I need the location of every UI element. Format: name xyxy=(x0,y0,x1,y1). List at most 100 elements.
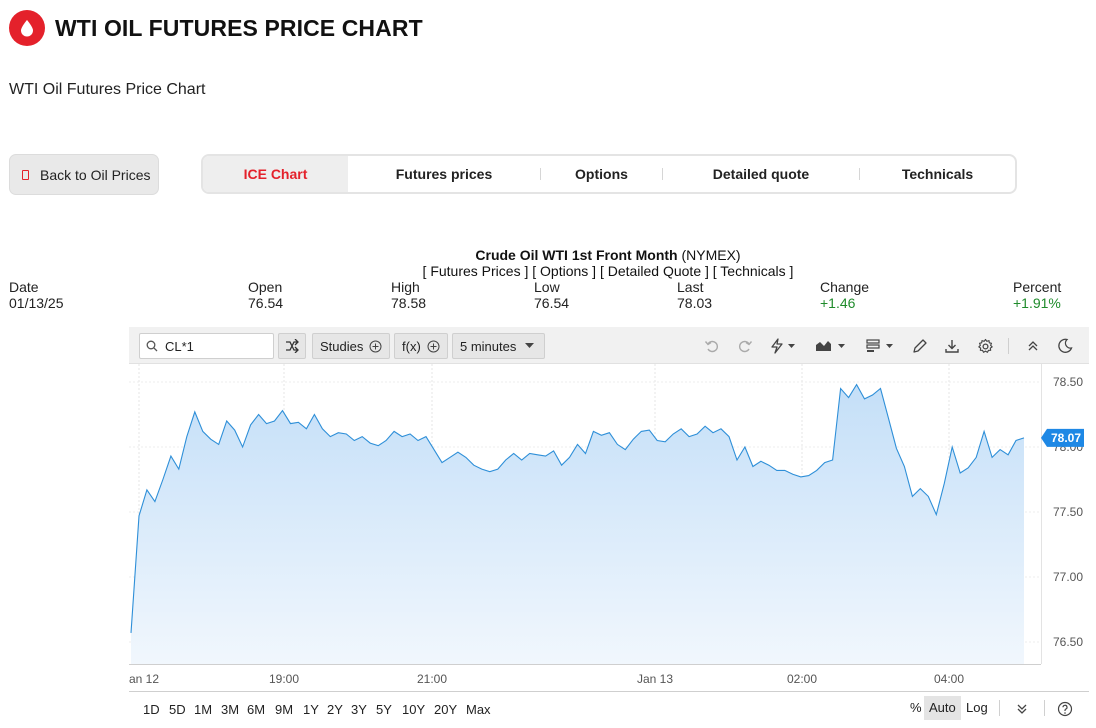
shuffle-icon xyxy=(286,339,299,353)
y-tick-label: 76.50 xyxy=(1053,635,1083,649)
range-button-3y[interactable]: 3Y xyxy=(351,702,367,717)
last-price-label: 78.07 xyxy=(1051,431,1081,445)
chart-type-icon xyxy=(816,341,845,351)
tab-bar: ICE Chart Futures prices Options Detaile… xyxy=(201,154,1017,194)
oil-drop-icon xyxy=(9,10,45,46)
expand-button[interactable] xyxy=(1012,699,1032,719)
draw-button[interactable] xyxy=(910,336,930,356)
instrument-name: Crude Oil WTI 1st Front Month xyxy=(475,247,678,263)
page-subtitle: WTI Oil Futures Price Chart xyxy=(9,81,206,98)
range-button-20y[interactable]: 20Y xyxy=(434,702,458,717)
back-button-label: Back to Oil Prices xyxy=(40,166,151,183)
tab-ice-chart[interactable]: ICE Chart xyxy=(203,156,348,192)
chart-toolbar: Studies f(x) 5 minutes xyxy=(129,327,1089,364)
tab-label: Detailed quote xyxy=(712,166,810,182)
shuffle-button[interactable] xyxy=(278,333,306,359)
fx-label: f(x) xyxy=(402,338,421,354)
symbol-input[interactable] xyxy=(165,338,265,354)
quote-percent: Percent +1.91% xyxy=(1013,279,1061,311)
pencil-icon xyxy=(913,339,927,353)
chart-type-menu[interactable] xyxy=(814,336,848,356)
tab-label: ICE Chart xyxy=(243,166,308,182)
range-button-10y[interactable]: 10Y xyxy=(402,702,426,717)
range-button-9m[interactable]: 9M xyxy=(275,702,294,717)
double-chevron-down-icon xyxy=(1017,704,1027,714)
lightning-icon xyxy=(771,338,795,354)
range-button-6m[interactable]: 6M xyxy=(247,702,266,717)
download-button[interactable] xyxy=(942,336,962,356)
redo-icon xyxy=(739,340,753,353)
template-menu[interactable] xyxy=(864,336,898,356)
chart-container: Studies f(x) 5 minutes xyxy=(129,327,1089,723)
quote-label: Change xyxy=(820,279,870,295)
quote-open: Open 76.54 xyxy=(248,279,283,311)
caret-down-icon xyxy=(525,343,535,348)
range-button-1d[interactable]: 1D xyxy=(143,702,160,717)
x-tick-label: Jan 13 xyxy=(637,672,673,686)
tab-futures-prices[interactable]: Futures prices xyxy=(348,156,540,192)
symbol-search[interactable] xyxy=(139,333,274,359)
y-tick-label: 77.00 xyxy=(1053,570,1083,584)
x-tick-label: 19:00 xyxy=(269,672,299,686)
x-tick-label: 02:00 xyxy=(787,672,817,686)
y-tick-label: 78.50 xyxy=(1053,375,1083,389)
quote-label: Last xyxy=(677,279,704,295)
auto-scale-button[interactable]: Auto xyxy=(924,696,961,720)
log-scale-button[interactable]: Log xyxy=(966,700,988,715)
undo-button[interactable] xyxy=(702,336,722,356)
interval-label: 5 minutes xyxy=(460,338,517,354)
fx-button[interactable]: f(x) xyxy=(394,333,448,359)
quote-high: High 78.58 xyxy=(391,279,426,311)
dark-mode-button[interactable] xyxy=(1055,336,1075,356)
range-button-2y[interactable]: 2Y xyxy=(327,702,343,717)
help-icon xyxy=(1057,701,1073,717)
range-button-3m[interactable]: 3M xyxy=(221,702,240,717)
page-header: WTI OIL FUTURES PRICE CHART xyxy=(9,10,423,46)
x-tick-label: an 12 xyxy=(129,672,159,686)
range-button-1m[interactable]: 1M xyxy=(194,702,213,717)
instrument-title: Crude Oil WTI 1st Front Month (NYMEX) xyxy=(0,247,1096,263)
help-button[interactable] xyxy=(1055,699,1075,719)
toolbar-divider xyxy=(1008,338,1009,354)
instrument-links[interactable]: [ Futures Prices ] [ Options ] [ Detaile… xyxy=(422,263,794,279)
undo-icon xyxy=(704,340,718,353)
studies-button[interactable]: Studies xyxy=(312,333,391,359)
price-area xyxy=(131,384,1024,664)
lightning-menu[interactable] xyxy=(766,336,800,356)
chart-bottom-bar: 1D 5D 1M 3M 6M 9M 1Y 2Y 3Y 5Y 10Y 20Y Max % Auto Log xyxy=(129,691,1089,723)
quote-label: High xyxy=(391,279,420,295)
quote-change: Change +1.46 xyxy=(820,279,869,311)
bottom-divider xyxy=(1044,700,1045,716)
x-tick-label: 21:00 xyxy=(417,672,447,686)
template-icon xyxy=(866,339,893,352)
settings-button[interactable] xyxy=(975,336,995,356)
range-button-1y[interactable]: 1Y xyxy=(303,702,319,717)
collapse-icon xyxy=(1028,341,1038,351)
collapse-button[interactable] xyxy=(1023,336,1043,356)
back-to-oil-prices-button[interactable]: Back to Oil Prices xyxy=(9,154,159,195)
tab-label: Options xyxy=(575,166,628,182)
redo-button[interactable] xyxy=(735,336,755,356)
bottom-divider xyxy=(999,700,1000,716)
quote-value: 76.54 xyxy=(534,295,570,311)
percent-scale-button[interactable]: % xyxy=(910,700,922,715)
tab-divider xyxy=(540,168,541,180)
price-chart[interactable]: an 12 19:00 21:00 Jan 13 02:00 04:00 78.50 78.0… xyxy=(129,364,1089,692)
quote-date: Date 01/13/25 xyxy=(9,279,64,311)
y-tick-label: 77.50 xyxy=(1053,505,1083,519)
quote-label: Date xyxy=(9,279,39,295)
search-icon xyxy=(146,340,158,352)
tab-detailed-quote[interactable]: Detailed quote xyxy=(663,156,859,192)
range-button-5y[interactable]: 5Y xyxy=(376,702,392,717)
back-icon xyxy=(22,169,29,180)
range-button-max[interactable]: Max xyxy=(466,702,491,717)
quote-last: Last 78.03 xyxy=(677,279,712,311)
tab-technicals[interactable]: Technicals xyxy=(860,156,1015,192)
tab-options[interactable]: Options xyxy=(541,156,662,192)
instrument-exchange: (NYMEX) xyxy=(681,247,741,263)
range-button-5d[interactable]: 5D xyxy=(169,702,186,717)
quote-label: Open xyxy=(248,279,283,295)
download-icon xyxy=(945,340,959,353)
interval-select[interactable]: 5 minutes xyxy=(452,333,545,359)
tab-label: Technicals xyxy=(901,166,974,182)
